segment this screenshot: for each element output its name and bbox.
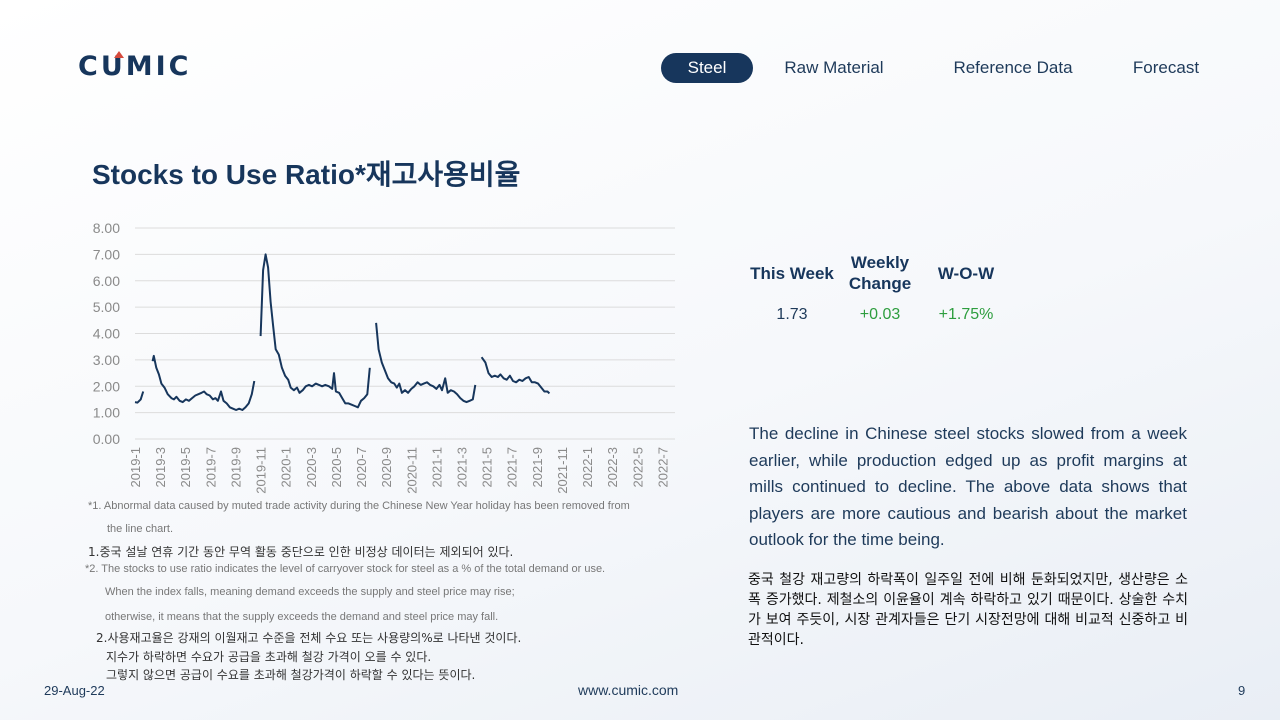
x-tick-label: 2020-9: [379, 447, 394, 487]
x-tick-label: 2019-1: [128, 447, 143, 487]
series-line-segment-4: [480, 356, 551, 395]
footnote-2-kr-line-2: 지수가 하락하면 수요가 공급을 초과해 철강 가격이 오를 수 있다.: [106, 650, 432, 664]
weekly-change-header-line-2: Change: [848, 274, 912, 293]
x-tick-label: 2021-5: [480, 447, 495, 487]
weekly-change-value: +0.03: [859, 306, 901, 323]
nav-raw-material-tab[interactable]: Raw Material: [784, 58, 884, 77]
footer-date: 29-Aug-22: [44, 683, 105, 698]
y-tick-label: 7.00: [93, 246, 120, 262]
commentary-korean: 중국 철강 재고량의 하락폭이 일주일 전에 비해 둔화되었지만, 생산량은 소…: [748, 572, 1188, 648]
this-week-value: 1.73: [776, 306, 808, 323]
page-title: Stocks to Use Ratio*재고사용비율: [92, 159, 521, 190]
footnote-2-en-line-1: *2. The stocks to use ratio indicates th…: [85, 563, 606, 575]
x-tick-label: 2019-7: [203, 447, 218, 487]
top-nav: Steel Raw Material Reference Data Foreca…: [0, 53, 1280, 83]
x-tick-label: 2022-7: [655, 447, 670, 487]
footnote-1-en-line-1: *1. Abnormal data caused by muted trade …: [88, 500, 630, 512]
this-week-header: This Week: [750, 264, 834, 283]
x-tick-label: 2021-9: [530, 447, 545, 487]
y-tick-label: 8.00: [93, 220, 120, 236]
x-tick-label: 2019-3: [153, 447, 168, 487]
logo-text: CUMIC: [78, 51, 192, 82]
footnote-2-kr-line-1: 2.사용재고율은 강재의 이월재고 수준을 전체 수요 또는 사용량의%로 나타…: [96, 631, 522, 645]
x-tick-label: 2021-11: [555, 447, 570, 494]
series-line-segment-2: [259, 253, 371, 409]
logo-accent-mark: [114, 51, 124, 58]
x-tick-label: 2019-9: [228, 447, 243, 487]
y-tick-label: 1.00: [93, 405, 120, 421]
footnote-2-en-line-3: otherwise, it means that the supply exce…: [105, 611, 499, 623]
x-tick-label: 2022-5: [630, 447, 645, 487]
x-tick-label: 2021-1: [429, 447, 444, 487]
chart-series: [134, 253, 551, 411]
y-tick-label: 4.00: [93, 326, 120, 342]
x-tick-label: 2021-7: [505, 447, 520, 487]
wow-header: W-O-W: [937, 264, 995, 283]
y-tick-label: 3.00: [93, 352, 120, 368]
footer-page-number: 9: [1238, 683, 1246, 698]
y-tick-label: 5.00: [93, 299, 120, 315]
y-tick-label: 0.00: [93, 431, 120, 447]
wow-value: +1.75%: [938, 306, 994, 323]
x-tick-label: 2019-11: [254, 447, 269, 494]
series-line-segment-1: [151, 354, 256, 411]
x-tick-label: 2020-7: [354, 447, 369, 487]
stocks-to-use-line-chart: 0.00 1.00 2.00 3.00 4.00 5.00 6.00 7.00 8.00 201…: [93, 220, 675, 494]
x-tick-label: 2021-3: [455, 447, 470, 487]
x-tick-label: 2019-5: [178, 447, 193, 487]
x-tick-label: 2020-3: [304, 447, 319, 487]
x-tick-label: 2020-11: [404, 447, 419, 494]
nav-steel-tab[interactable]: Steel: [661, 53, 753, 83]
footer-website-link[interactable]: www.cumic.com: [578, 682, 679, 698]
series-line-segment-0: [134, 391, 145, 404]
x-tick-label: 2020-5: [329, 447, 344, 487]
x-tick-label: 2022-3: [605, 447, 620, 487]
commentary-english: The decline in Chinese steel stocks slow…: [749, 424, 1187, 550]
cumic-logo: CUMIC: [78, 51, 191, 80]
footnote-1-en-line-2: the line chart.: [107, 523, 174, 535]
nav-reference-data-tab[interactable]: Reference Data: [953, 58, 1073, 77]
footnote-2-kr-line-3: 그렇지 않으면 공급이 수요를 초과해 철강가격이 하락할 수 있다는 뜻이다.: [106, 668, 476, 682]
y-tick-label: 2.00: [93, 378, 120, 394]
chart-x-ticks: 2019-1 2019-3 2019-5 2019-7 2019-9 2019-11 202…: [128, 447, 670, 494]
series-line-segment-3: [375, 322, 477, 404]
weekly-change-header-line-1: Weekly: [850, 253, 910, 272]
x-tick-label: 2022-1: [580, 447, 595, 487]
footnote-2-en-line-2: When the index falls, meaning demand exc…: [105, 586, 515, 598]
y-tick-label: 6.00: [93, 273, 120, 289]
footnote-1-kr: 1.중국 설날 연휴 기간 동안 무역 활동 중단으로 인한 비정상 데이터는 …: [88, 545, 514, 559]
chart-y-ticks: 0.00 1.00 2.00 3.00 4.00 5.00 6.00 7.00 8.00: [93, 220, 120, 447]
weekly-change-header: Weekly Change: [838, 252, 922, 294]
chart-gridlines: [135, 227, 675, 440]
nav-forecast-tab[interactable]: Forecast: [1132, 58, 1200, 77]
x-tick-label: 2020-1: [279, 447, 294, 487]
